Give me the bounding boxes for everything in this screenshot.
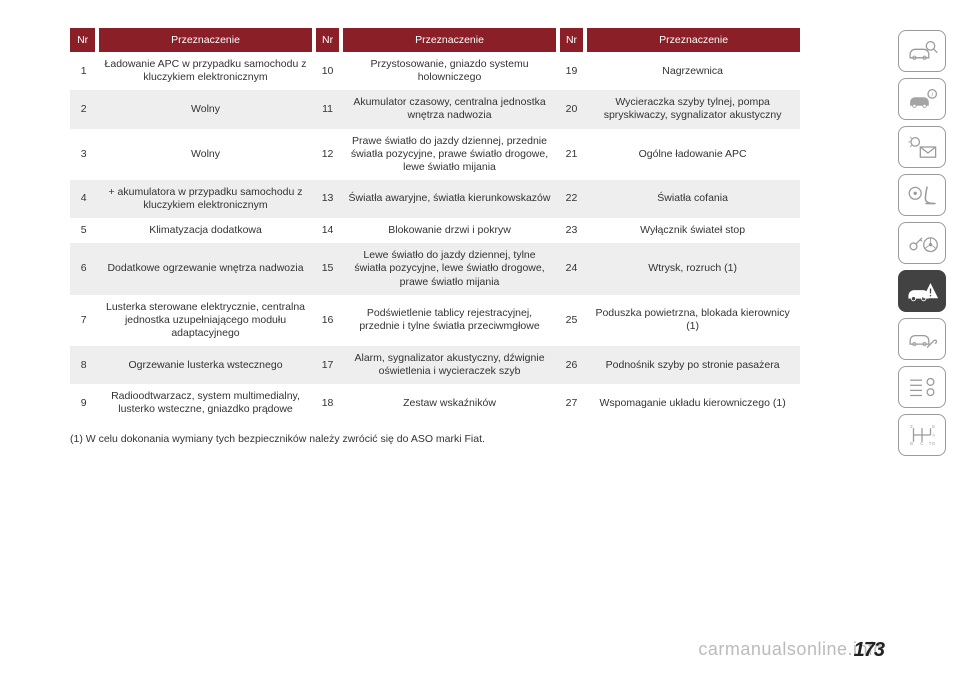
car-warning-icon[interactable] <box>898 270 946 312</box>
cell-desc: Podświetlenie tablicy rejestracyjnej, pr… <box>341 295 557 346</box>
cell-desc: Wspomaganie układu kierowniczego (1) <box>585 384 800 422</box>
cell-nr: 26 <box>558 346 586 384</box>
header-desc-1: Przeznaczenie <box>97 28 314 52</box>
header-nr-2: Nr <box>314 28 342 52</box>
cell-nr: 21 <box>558 129 586 180</box>
cell-desc: Nagrzewnica <box>585 52 800 90</box>
list-gears-icon[interactable] <box>898 366 946 408</box>
cell-desc: Przystosowanie, gniazdo systemu holownic… <box>341 52 557 90</box>
svg-text:T: T <box>929 441 932 446</box>
cell-desc: Podnośnik szyby po stronie pasażera <box>585 346 800 384</box>
cell-nr: 11 <box>314 90 342 128</box>
cell-nr: 23 <box>558 218 586 243</box>
cell-nr: 16 <box>314 295 342 346</box>
cell-nr: 24 <box>558 243 586 294</box>
cell-desc: + akumulatora w przypadku samochodu z kl… <box>97 180 314 218</box>
table-header-row: Nr Przeznaczenie Nr Przeznaczenie Nr Prz… <box>70 28 800 52</box>
cell-desc: Wolny <box>97 90 314 128</box>
cell-nr: 25 <box>558 295 586 346</box>
cell-desc: Dodatkowe ogrzewanie wnętrza nadwozia <box>97 243 314 294</box>
cell-nr: 2 <box>70 90 97 128</box>
cell-nr: 22 <box>558 180 586 218</box>
table-row: 6Dodatkowe ogrzewanie wnętrza nadwozia15… <box>70 243 800 294</box>
key-wheel-icon[interactable] <box>898 222 946 264</box>
cell-nr: 4 <box>70 180 97 218</box>
svg-text:E: E <box>932 424 935 429</box>
cell-nr: 27 <box>558 384 586 422</box>
cell-nr: 8 <box>70 346 97 384</box>
svg-text:B: B <box>910 441 913 446</box>
car-wrench-icon[interactable] <box>898 318 946 360</box>
cell-nr: 1 <box>70 52 97 90</box>
light-mail-icon[interactable] <box>898 126 946 168</box>
page-content: Nr Przeznaczenie Nr Przeznaczenie Nr Prz… <box>0 0 870 465</box>
cell-desc: Ogrzewanie lusterka wstecznego <box>97 346 314 384</box>
svg-text:Z: Z <box>910 424 913 429</box>
svg-text:A: A <box>932 433 935 438</box>
table-row: 1Ładowanie APC w przypadku samochodu z k… <box>70 52 800 90</box>
svg-text:C: C <box>920 441 923 446</box>
svg-text:D: D <box>932 441 935 446</box>
car-search-icon[interactable] <box>898 30 946 72</box>
cell-nr: 12 <box>314 129 342 180</box>
fuse-table: Nr Przeznaczenie Nr Przeznaczenie Nr Prz… <box>70 28 800 423</box>
cell-nr: 7 <box>70 295 97 346</box>
cell-desc: Światła awaryjne, światła kierunkowskazó… <box>341 180 557 218</box>
cell-nr: 18 <box>314 384 342 422</box>
table-row: 3Wolny12Prawe światło do jazdy dziennej,… <box>70 129 800 180</box>
cell-desc: Ładowanie APC w przypadku samochodu z kl… <box>97 52 314 90</box>
table-row: 9Radioodtwarzacz, system multimedialny, … <box>70 384 800 422</box>
cell-nr: 5 <box>70 218 97 243</box>
cell-nr: 20 <box>558 90 586 128</box>
cell-desc: Wtrysk, rozruch (1) <box>585 243 800 294</box>
cell-desc: Alarm, sygnalizator akustyczny, dźwignie… <box>341 346 557 384</box>
table-row: 5Klimatyzacja dodatkowa14Blokowanie drzw… <box>70 218 800 243</box>
footnote: (1) W celu dokonania wymiany tych bezpie… <box>70 433 800 445</box>
header-desc-3: Przeznaczenie <box>585 28 800 52</box>
cell-desc: Blokowanie drzwi i pokryw <box>341 218 557 243</box>
cell-desc: Ogólne ładowanie APC <box>585 129 800 180</box>
table-body: 1Ładowanie APC w przypadku samochodu z k… <box>70 52 800 423</box>
cell-desc: Radioodtwarzacz, system multimedialny, l… <box>97 384 314 422</box>
cell-desc: Prawe światło do jazdy dziennej, przedni… <box>341 129 557 180</box>
sidebar: i Z B C T EAD <box>898 30 946 456</box>
table-row: 4+ akumulatora w przypadku samochodu z k… <box>70 180 800 218</box>
car-info-icon[interactable]: i <box>898 78 946 120</box>
table-row: 8Ogrzewanie lusterka wstecznego17Alarm, … <box>70 346 800 384</box>
cell-desc: Poduszka powietrzna, blokada kierownicy … <box>585 295 800 346</box>
header-nr-3: Nr <box>558 28 586 52</box>
table-row: 7Lusterka sterowane elektrycznie, centra… <box>70 295 800 346</box>
cell-nr: 17 <box>314 346 342 384</box>
cell-nr: 9 <box>70 384 97 422</box>
transmission-icon[interactable]: Z B C T EAD <box>898 414 946 456</box>
cell-desc: Lewe światło do jazdy dziennej, tylne św… <box>341 243 557 294</box>
page-number: 173 <box>854 639 884 662</box>
cell-nr: 6 <box>70 243 97 294</box>
cell-nr: 19 <box>558 52 586 90</box>
cell-desc: Akumulator czasowy, centralna jednostka … <box>341 90 557 128</box>
cell-nr: 10 <box>314 52 342 90</box>
cell-nr: 13 <box>314 180 342 218</box>
airbag-seat-icon[interactable] <box>898 174 946 216</box>
cell-desc: Klimatyzacja dodatkowa <box>97 218 314 243</box>
cell-desc: Wyłącznik świateł stop <box>585 218 800 243</box>
cell-nr: 14 <box>314 218 342 243</box>
cell-desc: Zestaw wskaźników <box>341 384 557 422</box>
cell-nr: 3 <box>70 129 97 180</box>
table-row: 2Wolny11Akumulator czasowy, centralna je… <box>70 90 800 128</box>
cell-desc: Lusterka sterowane elektrycznie, central… <box>97 295 314 346</box>
cell-desc: Wycieraczka szyby tylnej, pompa spryskiw… <box>585 90 800 128</box>
cell-nr: 15 <box>314 243 342 294</box>
cell-desc: Światła cofania <box>585 180 800 218</box>
header-desc-2: Przeznaczenie <box>341 28 557 52</box>
cell-desc: Wolny <box>97 129 314 180</box>
header-nr-1: Nr <box>70 28 97 52</box>
